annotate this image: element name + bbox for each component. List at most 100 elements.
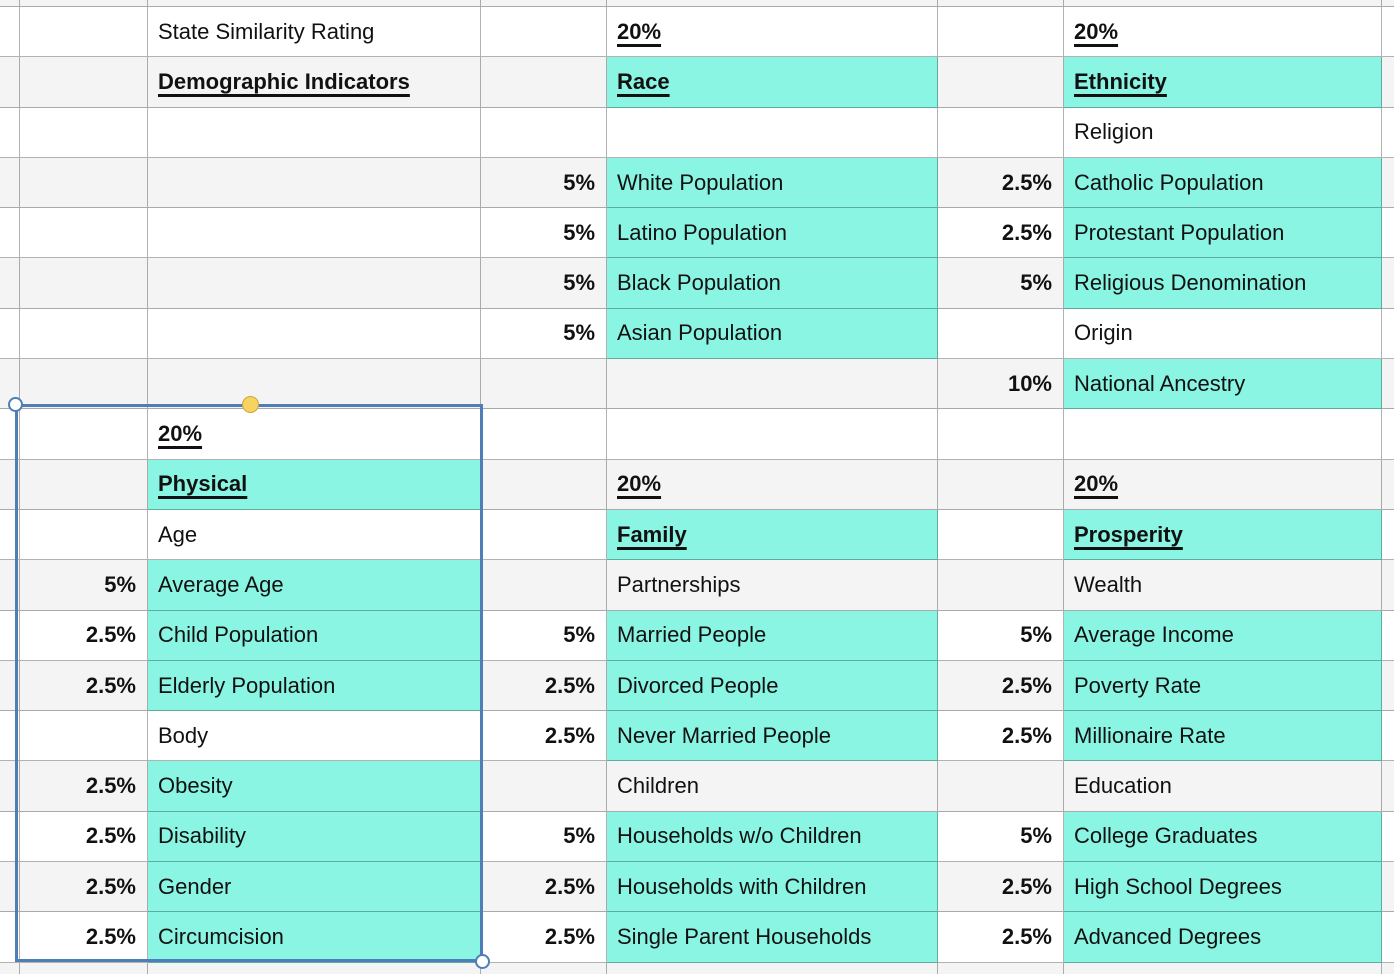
- cell-B11[interactable]: [20, 509, 148, 561]
- cell-G12[interactable]: Wealth: [1064, 560, 1382, 611]
- cell-G16[interactable]: Education: [1064, 761, 1382, 812]
- cell-C6[interactable]: [148, 258, 481, 309]
- cell-F12[interactable]: [938, 560, 1064, 611]
- cell-F9[interactable]: [938, 409, 1064, 460]
- cell-B4[interactable]: [20, 157, 148, 209]
- cell-G8[interactable]: National Ancestry: [1064, 359, 1382, 410]
- cell-A11[interactable]: [0, 509, 20, 561]
- cell-H9[interactable]: [1382, 409, 1394, 460]
- cell-D6[interactable]: 5%: [481, 258, 607, 309]
- cell-G5[interactable]: Protestant Population: [1064, 208, 1382, 259]
- cell-C17[interactable]: Disability: [148, 811, 481, 863]
- cell-D20[interactable]: [481, 962, 607, 974]
- cell-E0[interactable]: [607, 0, 938, 7]
- cell-A15[interactable]: [0, 711, 20, 762]
- selection-autofill-handle[interactable]: [242, 396, 259, 413]
- cell-B3[interactable]: [20, 107, 148, 158]
- cell-C4[interactable]: [148, 157, 481, 209]
- cell-G7[interactable]: Origin: [1064, 308, 1382, 360]
- cell-E8[interactable]: [607, 359, 938, 410]
- cell-H17[interactable]: [1382, 811, 1394, 863]
- cell-A0[interactable]: [0, 0, 20, 7]
- cell-C8[interactable]: [148, 359, 481, 410]
- cell-D10[interactable]: [481, 459, 607, 510]
- cell-E12[interactable]: Partnerships: [607, 560, 938, 611]
- cell-F8[interactable]: 10%: [938, 359, 1064, 410]
- cell-B5[interactable]: [20, 208, 148, 259]
- cell-G14[interactable]: Poverty Rate: [1064, 660, 1382, 712]
- cell-D16[interactable]: [481, 761, 607, 812]
- cell-G1[interactable]: 20%: [1064, 7, 1382, 58]
- cell-B16[interactable]: 2.5%: [20, 761, 148, 812]
- cell-G3[interactable]: Religion: [1064, 107, 1382, 158]
- cell-E18[interactable]: Households with Children: [607, 862, 938, 913]
- cell-F2[interactable]: [938, 57, 1064, 108]
- cell-D17[interactable]: 5%: [481, 811, 607, 863]
- cell-B0[interactable]: [20, 0, 148, 7]
- cell-A9[interactable]: [0, 409, 20, 460]
- cell-F19[interactable]: 2.5%: [938, 912, 1064, 963]
- cell-H0[interactable]: [1382, 0, 1394, 7]
- cell-F7[interactable]: [938, 308, 1064, 360]
- cell-C14[interactable]: Elderly Population: [148, 660, 481, 712]
- cell-E1[interactable]: 20%: [607, 7, 938, 58]
- cell-A16[interactable]: [0, 761, 20, 812]
- cell-D4[interactable]: 5%: [481, 157, 607, 209]
- cell-G9[interactable]: [1064, 409, 1382, 460]
- cell-E14[interactable]: Divorced People: [607, 660, 938, 712]
- cell-D19[interactable]: 2.5%: [481, 912, 607, 963]
- cell-H18[interactable]: [1382, 862, 1394, 913]
- cell-H10[interactable]: [1382, 459, 1394, 510]
- cell-C0[interactable]: [148, 0, 481, 7]
- cell-D5[interactable]: 5%: [481, 208, 607, 259]
- cell-F20[interactable]: [938, 962, 1064, 974]
- cell-D9[interactable]: [481, 409, 607, 460]
- cell-E10[interactable]: 20%: [607, 459, 938, 510]
- cell-H11[interactable]: [1382, 509, 1394, 561]
- cell-A7[interactable]: [0, 308, 20, 360]
- cell-B10[interactable]: [20, 459, 148, 510]
- cell-H4[interactable]: [1382, 157, 1394, 209]
- selection-handle-bottom-right[interactable]: [475, 954, 490, 969]
- cell-C10[interactable]: Physical: [148, 459, 481, 510]
- cell-H2[interactable]: [1382, 57, 1394, 108]
- cell-D14[interactable]: 2.5%: [481, 660, 607, 712]
- cell-F17[interactable]: 5%: [938, 811, 1064, 863]
- cell-H13[interactable]: [1382, 610, 1394, 661]
- cell-C15[interactable]: Body: [148, 711, 481, 762]
- cell-B18[interactable]: 2.5%: [20, 862, 148, 913]
- cell-A10[interactable]: [0, 459, 20, 510]
- cell-F0[interactable]: [938, 0, 1064, 7]
- cell-G6[interactable]: Religious Denomination: [1064, 258, 1382, 309]
- cell-F5[interactable]: 2.5%: [938, 208, 1064, 259]
- cell-D0[interactable]: [481, 0, 607, 7]
- cell-E13[interactable]: Married People: [607, 610, 938, 661]
- cell-E19[interactable]: Single Parent Households: [607, 912, 938, 963]
- cell-A5[interactable]: [0, 208, 20, 259]
- cell-E5[interactable]: Latino Population: [607, 208, 938, 259]
- cell-B6[interactable]: [20, 258, 148, 309]
- cell-C18[interactable]: Gender: [148, 862, 481, 913]
- cell-F16[interactable]: [938, 761, 1064, 812]
- cell-H20[interactable]: [1382, 962, 1394, 974]
- cell-G0[interactable]: [1064, 0, 1382, 7]
- cell-B17[interactable]: 2.5%: [20, 811, 148, 863]
- cell-G4[interactable]: Catholic Population: [1064, 157, 1382, 209]
- cell-G18[interactable]: High School Degrees: [1064, 862, 1382, 913]
- cell-G10[interactable]: 20%: [1064, 459, 1382, 510]
- cell-F10[interactable]: [938, 459, 1064, 510]
- cell-F15[interactable]: 2.5%: [938, 711, 1064, 762]
- cell-D11[interactable]: [481, 509, 607, 561]
- cell-G17[interactable]: College Graduates: [1064, 811, 1382, 863]
- cell-C13[interactable]: Child Population: [148, 610, 481, 661]
- cell-A2[interactable]: [0, 57, 20, 108]
- cell-B8[interactable]: [20, 359, 148, 410]
- cell-H3[interactable]: [1382, 107, 1394, 158]
- cell-H6[interactable]: [1382, 258, 1394, 309]
- cell-F6[interactable]: 5%: [938, 258, 1064, 309]
- cell-H16[interactable]: [1382, 761, 1394, 812]
- cell-B7[interactable]: [20, 308, 148, 360]
- cell-H15[interactable]: [1382, 711, 1394, 762]
- cell-H7[interactable]: [1382, 308, 1394, 360]
- cell-A13[interactable]: [0, 610, 20, 661]
